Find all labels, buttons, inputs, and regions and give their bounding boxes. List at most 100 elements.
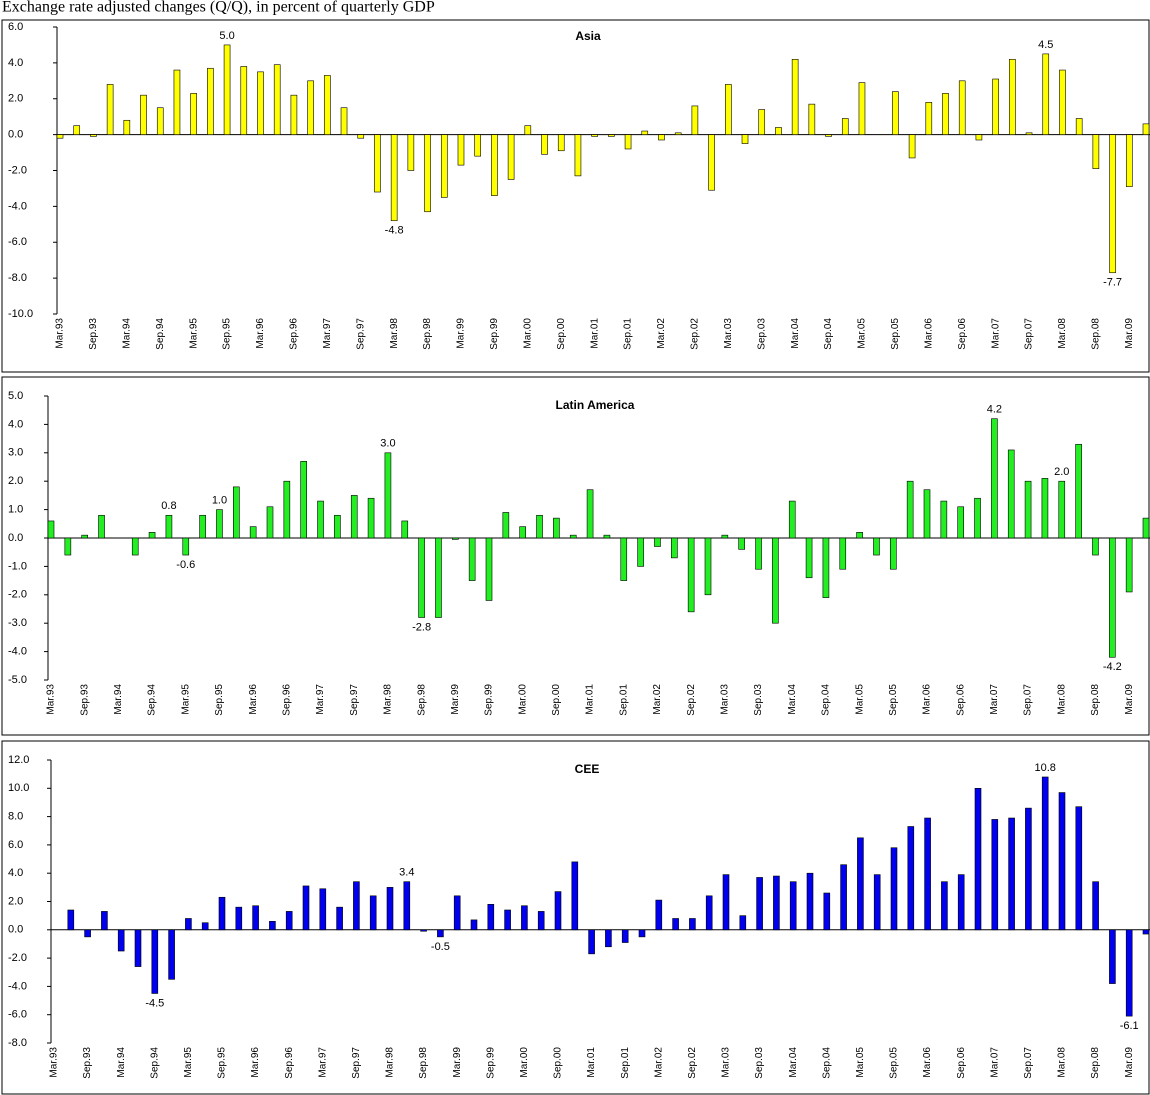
bar bbox=[925, 102, 933, 135]
bar bbox=[300, 461, 307, 539]
bar bbox=[285, 911, 293, 931]
bar bbox=[369, 895, 377, 931]
x-tick-label: Sep.93 bbox=[88, 318, 99, 350]
x-tick-label: Mar.04 bbox=[787, 684, 798, 715]
y-tick-label: 10.0 bbox=[8, 782, 29, 794]
bar bbox=[1109, 134, 1116, 274]
bar bbox=[240, 66, 248, 135]
value-label: -4.8 bbox=[385, 225, 404, 237]
x-tick-label: Sep.04 bbox=[821, 684, 832, 716]
bar bbox=[738, 537, 745, 550]
bar bbox=[789, 881, 797, 931]
bar bbox=[1009, 58, 1016, 135]
bar bbox=[424, 134, 431, 213]
bar bbox=[151, 929, 159, 994]
bar bbox=[620, 537, 628, 581]
bar bbox=[1109, 929, 1116, 984]
x-tick-label: Mar.94 bbox=[121, 318, 132, 349]
bar bbox=[1042, 53, 1050, 135]
bar bbox=[470, 919, 478, 931]
x-tick-label: Sep.05 bbox=[890, 318, 901, 350]
chart-frame bbox=[1, 19, 1150, 373]
x-tick-label: Sep.04 bbox=[823, 318, 834, 350]
bar bbox=[1025, 807, 1032, 931]
x-tick-label: Sep.08 bbox=[1090, 1047, 1101, 1079]
y-tick-label: -8.0 bbox=[8, 1037, 27, 1049]
bar bbox=[856, 532, 863, 539]
bar bbox=[974, 787, 982, 931]
bar bbox=[923, 489, 931, 539]
bar bbox=[1125, 537, 1133, 593]
bar bbox=[974, 497, 981, 539]
bar bbox=[324, 75, 331, 135]
bar bbox=[537, 911, 545, 931]
bar bbox=[440, 134, 448, 198]
bar bbox=[1024, 480, 1032, 539]
bar bbox=[418, 537, 425, 618]
bar bbox=[890, 537, 897, 570]
bar bbox=[140, 94, 147, 135]
bar bbox=[605, 929, 612, 948]
bar bbox=[756, 877, 763, 931]
y-tick-label: -2.0 bbox=[8, 164, 27, 176]
y-tick-label: 0.0 bbox=[8, 924, 23, 936]
bar bbox=[474, 134, 481, 157]
bar bbox=[940, 500, 948, 539]
chart-frame bbox=[1, 376, 1150, 736]
bar bbox=[340, 107, 348, 135]
x-tick-label: Mar.05 bbox=[854, 684, 865, 715]
bar bbox=[235, 906, 243, 931]
x-tick-label: Sep.05 bbox=[888, 684, 899, 716]
bar bbox=[1142, 517, 1150, 539]
bar bbox=[755, 537, 762, 570]
bar bbox=[457, 134, 465, 166]
bar bbox=[165, 514, 173, 539]
x-tick-label: Mar.07 bbox=[989, 1047, 1000, 1078]
bar bbox=[823, 892, 831, 931]
bar bbox=[1008, 817, 1015, 931]
x-tick-label: Mar.99 bbox=[456, 318, 467, 349]
bar bbox=[772, 537, 779, 624]
x-tick-label: Sep.96 bbox=[284, 1047, 295, 1079]
bar bbox=[218, 896, 226, 931]
x-tick-label: Mar.05 bbox=[855, 1047, 866, 1078]
bar bbox=[704, 537, 712, 596]
bar bbox=[317, 500, 324, 539]
bar bbox=[890, 847, 898, 931]
value-label: 2.0 bbox=[1054, 466, 1069, 478]
bar bbox=[64, 537, 72, 556]
bar bbox=[624, 134, 632, 150]
value-label: -0.5 bbox=[431, 941, 450, 953]
x-tick-label: Mar.08 bbox=[1057, 318, 1068, 349]
x-tick-label: Sep.96 bbox=[281, 684, 292, 716]
x-tick-label: Sep.01 bbox=[623, 318, 634, 350]
bar bbox=[839, 537, 847, 570]
x-tick-label: Sep.97 bbox=[355, 318, 366, 350]
x-tick-label: Mar.94 bbox=[116, 1047, 127, 1078]
x-tick-label: Mar.02 bbox=[656, 318, 667, 349]
bar bbox=[957, 506, 964, 539]
bar bbox=[319, 888, 327, 931]
x-tick-label: Sep.06 bbox=[957, 318, 968, 350]
bar bbox=[721, 534, 729, 539]
y-tick-label: -4.0 bbox=[8, 200, 27, 212]
y-tick-label: 6.0 bbox=[8, 839, 23, 851]
bar bbox=[671, 537, 678, 559]
bar bbox=[658, 134, 665, 141]
bar bbox=[148, 532, 156, 539]
bar bbox=[384, 452, 392, 539]
x-tick-label: Mar.06 bbox=[923, 318, 934, 349]
bar bbox=[1041, 776, 1049, 931]
bar bbox=[957, 874, 965, 931]
y-tick-label: 0.0 bbox=[8, 532, 23, 544]
bar bbox=[485, 537, 493, 601]
bar bbox=[407, 134, 415, 171]
bar bbox=[336, 906, 343, 931]
bar bbox=[420, 929, 427, 932]
bar bbox=[73, 125, 81, 135]
bar bbox=[182, 537, 190, 556]
bar bbox=[557, 134, 565, 152]
bar bbox=[1125, 929, 1133, 1017]
bar bbox=[106, 84, 114, 135]
x-tick-label: Sep.97 bbox=[349, 684, 360, 716]
